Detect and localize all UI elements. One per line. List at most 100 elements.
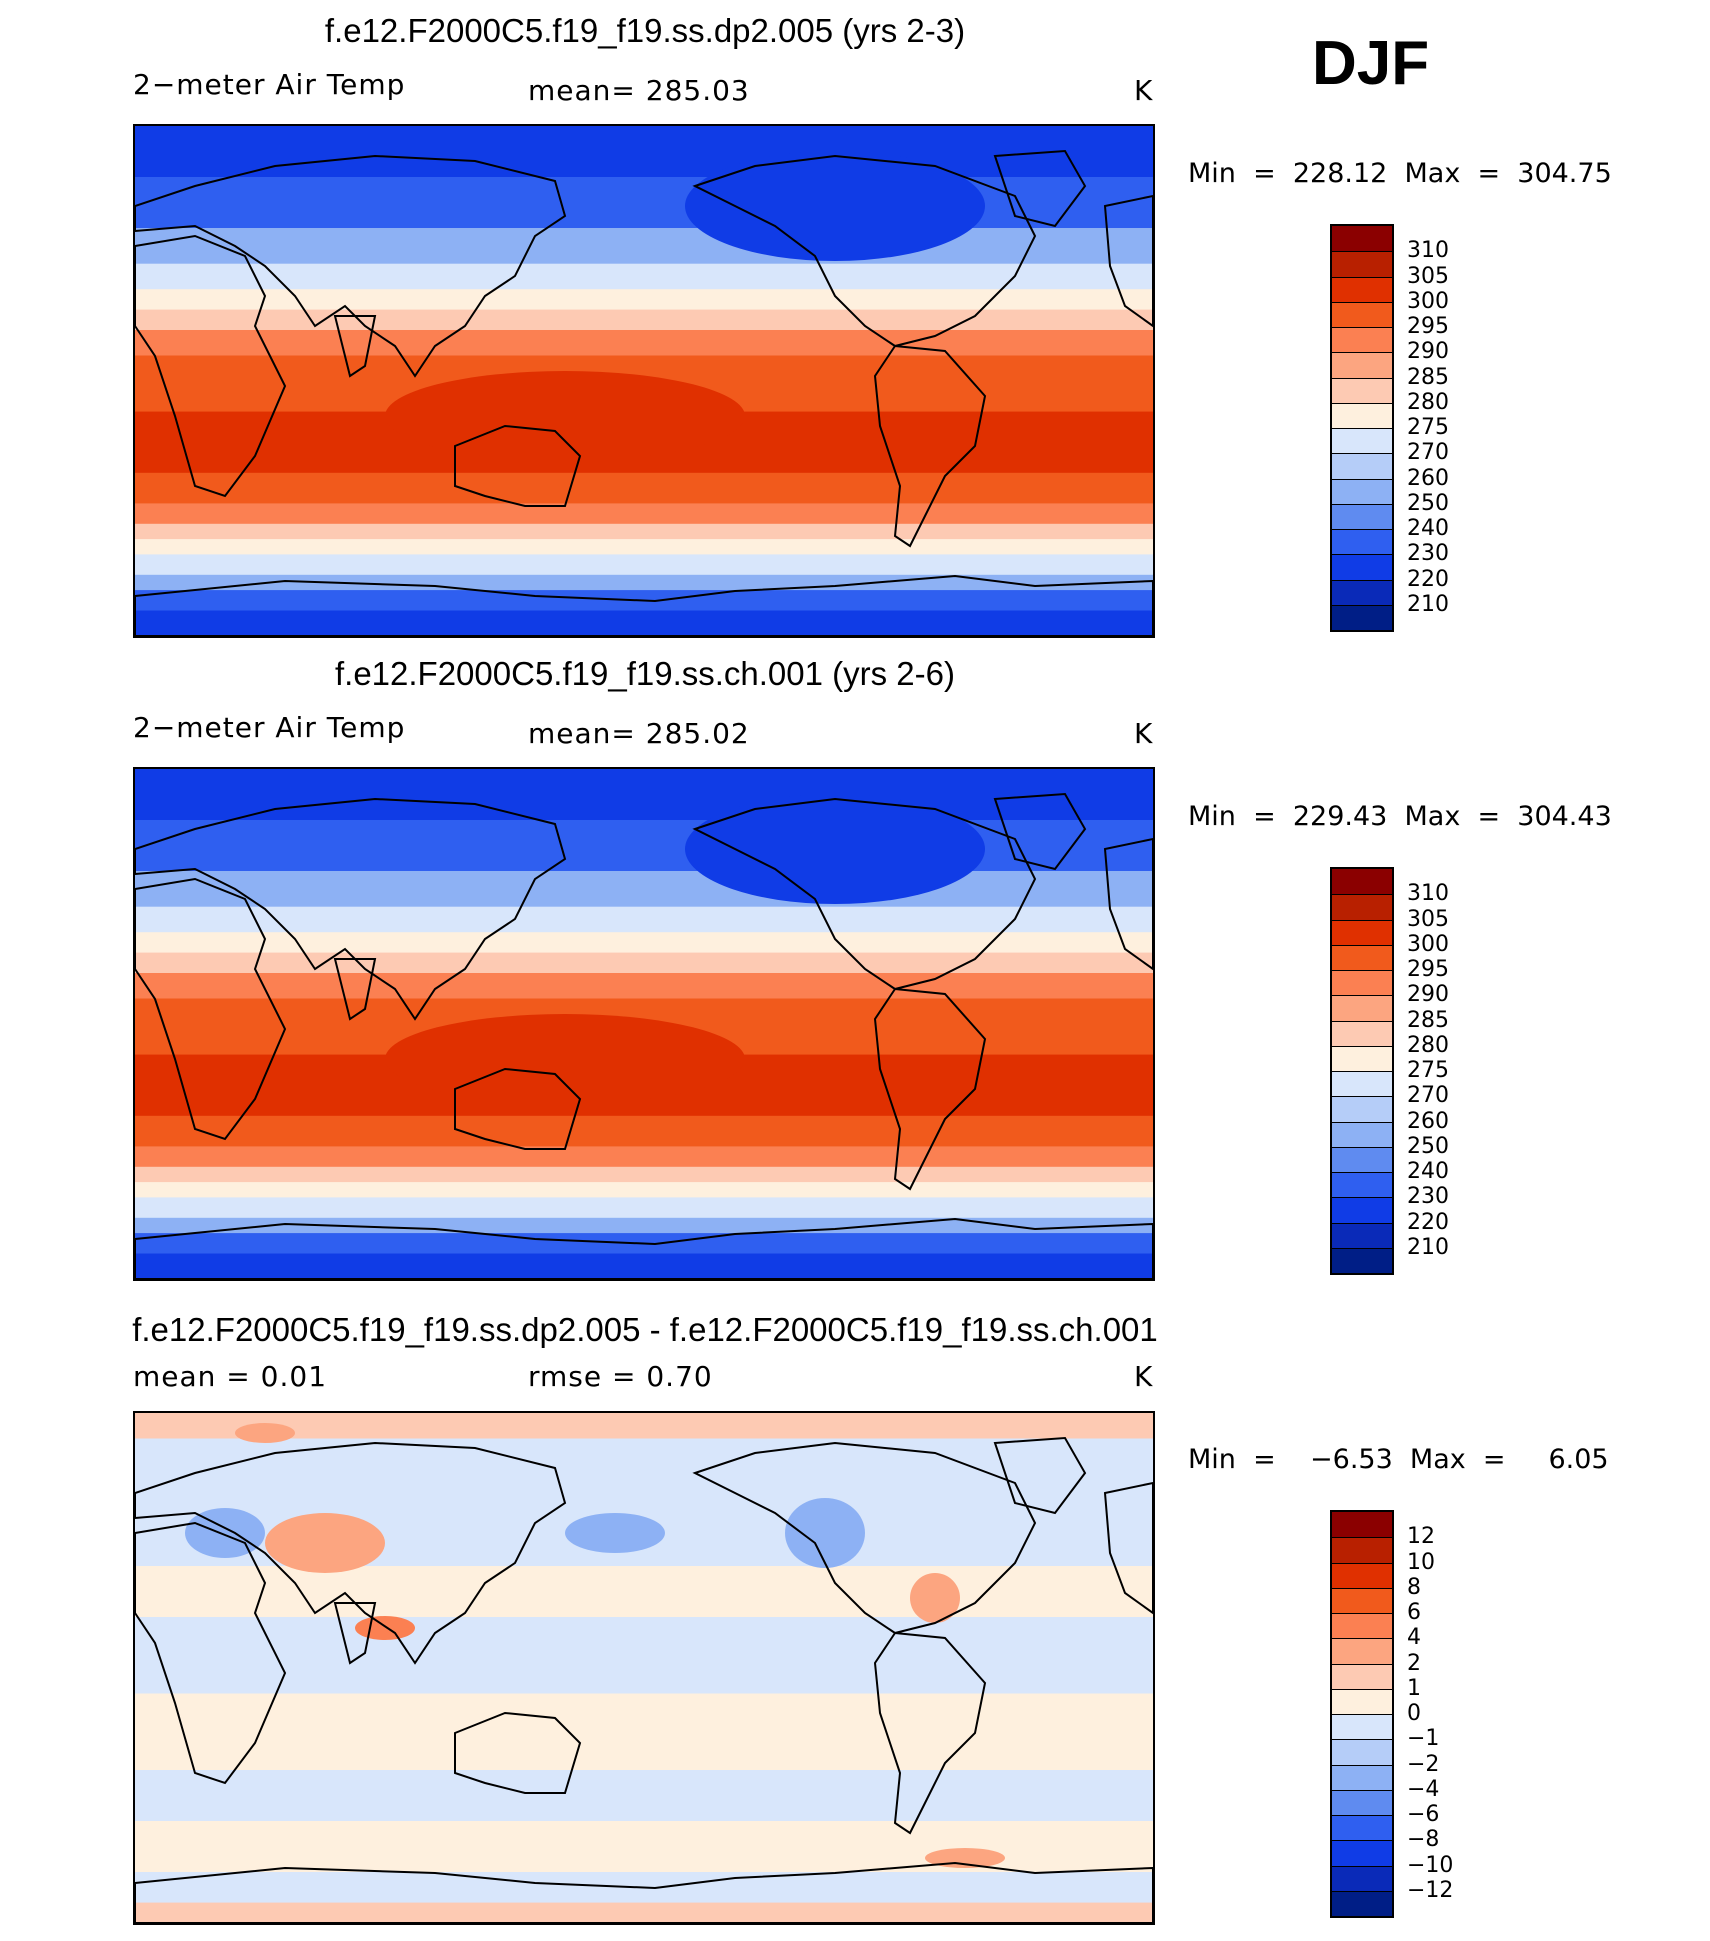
panel-title: f.e12.F2000C5.f19_f19.ss.ch.001 (yrs 2-6… [334,655,955,692]
contour-band [135,574,1153,592]
colorbar-tick-label: 285 [1407,1007,1449,1033]
colorbar-segment [1332,1121,1392,1147]
contour-band [135,539,1153,556]
colorbar-segment [1332,377,1392,403]
colorbar-segment [1332,1020,1392,1046]
colorbar-tick-label: −1 [1407,1726,1440,1752]
colorbar-tick-label: 280 [1407,389,1449,415]
colorbar-segment [1332,1739,1392,1765]
panel-3: f.e12.F2000C5.f19_f19.ss.dp2.005 - f.e12… [0,1286,1710,1934]
colorbar-tick-label: 300 [1407,931,1449,957]
colorbar-segment [1332,1789,1392,1815]
contour-band [135,973,1153,1000]
colorbar-tick-label: 285 [1407,364,1449,390]
cold-region [685,794,985,904]
anomaly-region [910,1573,960,1623]
rmse-label: rmse = 0.70 [528,1360,713,1393]
colorbar-segment [1332,226,1392,252]
anomaly-region [265,1513,385,1573]
colorbar-segment [1332,1764,1392,1790]
colorbar-segment [1332,970,1392,996]
contour-band [135,932,1153,954]
coastline [135,574,1153,636]
anomaly-region [235,1423,295,1443]
mean-label: mean= 285.03 [528,74,750,107]
colorbar-tick-label: 295 [1407,314,1449,339]
colorbar-tick-label: 310 [1407,238,1449,264]
contour-band [135,906,1153,934]
contour-band [135,472,1153,505]
coastline [135,1441,567,1665]
colorbar-segment [1332,352,1392,378]
colorbar-segment [1332,1096,1392,1122]
coastline [135,877,287,1141]
contour-band [135,1166,1153,1184]
contour-band [135,554,1153,576]
colorbar-segment [1332,529,1392,555]
units-label: K [1134,74,1154,107]
mean-label: mean= 285.02 [528,717,750,750]
coastline [873,1631,987,1835]
coastline [333,1602,377,1665]
contour-band [135,309,1153,331]
contour-band [135,952,1153,974]
colorbar-segment [1332,1512,1392,1538]
units-label: K [1134,717,1154,750]
colorbar-tick-label: −12 [1407,1877,1454,1903]
colorbar-segment [1332,276,1392,302]
colorbar-tick-label: 6 [1407,1600,1421,1625]
colorbar-segment [1332,1197,1392,1223]
colorbar-segment [1332,944,1392,970]
colorbar-segment [1332,251,1392,277]
colorbar-tick-label: 8 [1407,1574,1421,1600]
contour-band [135,1821,1153,1873]
colorbar: 12 10 8 6 4 2 1 0 −1 −2 −4 −6 −8 −10 −12 [1330,1510,1453,1918]
contour-band [135,1617,1153,1695]
coastline [993,792,1087,871]
colorbar-segment [1332,1815,1392,1841]
coastline [135,797,567,1021]
contour-band [135,1197,1153,1219]
contour-band [135,228,1153,265]
coastline [135,1861,1153,1923]
colorbar-tick-label: 2 [1407,1650,1421,1676]
colorbar-tick-label: 230 [1407,1184,1449,1210]
colorbar-segment [1332,1562,1392,1588]
colorbar-tick-label: 270 [1407,1083,1449,1109]
colorbar-segment [1332,919,1392,945]
colorbar-tick-label: 240 [1407,516,1449,541]
colorbar-tick-label: 0 [1407,1701,1421,1726]
colorbar-tick-label: −8 [1407,1827,1440,1853]
colorbar-tick-label: 275 [1407,1058,1449,1083]
coastline [1103,194,1153,328]
coastline [692,154,1037,348]
colorbar-segment [1332,402,1392,428]
colorbar-tick-label: 240 [1407,1159,1449,1184]
contour-band [135,1182,1153,1199]
panel-1: f.e12.F2000C5.f19_f19.ss.dp2.005 (yrs 2-… [0,0,1710,648]
colorbar: 310 305 300 295 290 285 280 275 270 260 250 240 230 2… [1330,224,1449,632]
variable-label: 2−meter Air Temp [133,711,406,744]
coastline [454,424,582,507]
colorbar-segment [1332,579,1392,605]
colorbar-segment [1332,478,1392,504]
colorbar-segment [1332,869,1392,895]
colorbar-tick-label: 220 [1407,566,1449,592]
contour-band [135,523,1153,541]
panel-title: f.e12.F2000C5.f19_f19.ss.dp2.005 (yrs 2-… [324,12,966,49]
contour-band [135,769,1153,821]
coastline [692,797,1037,991]
colorbar-segment [1332,1071,1392,1097]
coastline [873,987,987,1191]
panel-2: f.e12.F2000C5.f19_f19.ss.ch.001 (yrs 2-6… [0,643,1710,1291]
anomaly-region [355,1616,415,1640]
coastline [333,958,377,1021]
coastline [1103,837,1153,971]
colorbar-tick-label: −10 [1407,1852,1454,1878]
contour-band [135,330,1153,357]
colorbar-tick-label: −2 [1407,1751,1440,1777]
contour-band [135,871,1153,908]
colorbar-segment [1332,1688,1392,1714]
colorbar-segment [1332,1714,1392,1740]
coastline [692,1441,1037,1635]
